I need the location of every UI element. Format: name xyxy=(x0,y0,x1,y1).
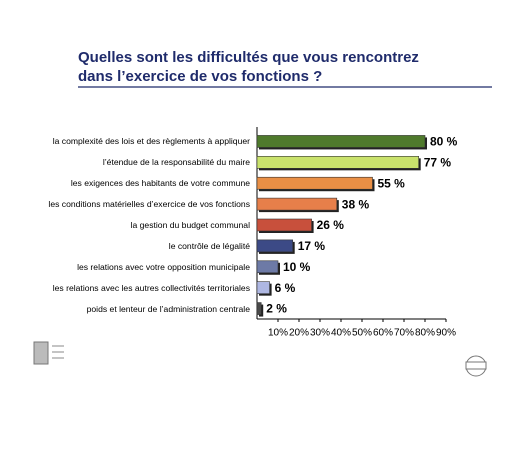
value-label: 17 % xyxy=(298,239,326,253)
logo-left xyxy=(33,341,64,365)
x-tick-label: 50% xyxy=(352,328,372,339)
category-label: les conditions matérielles d’exercice de… xyxy=(48,199,250,210)
x-tick-label: 60% xyxy=(373,328,393,339)
value-label: 80 % xyxy=(430,135,458,149)
category-label: les exigences des habitants de votre com… xyxy=(70,178,250,189)
chart-title: dans l’exercice de vos fonctions ? xyxy=(78,68,322,85)
value-label: 77 % xyxy=(424,156,452,170)
category-label: le contrôle de légalité xyxy=(168,240,250,251)
x-tick-label: 20% xyxy=(289,328,309,339)
x-tick-label: 30% xyxy=(310,328,330,339)
chart-title: Quelles sont les difficultés que vous re… xyxy=(78,49,419,66)
bar xyxy=(256,197,338,211)
value-label: 6 % xyxy=(275,281,296,295)
bar xyxy=(256,176,373,190)
x-tick-label: 40% xyxy=(331,328,351,339)
category-label: les relations avec les autres collectivi… xyxy=(52,282,250,293)
bar xyxy=(256,135,426,148)
x-tick-label: 70% xyxy=(394,328,414,339)
category-label: poids et lenteur de l’administration cen… xyxy=(86,303,250,314)
logo-right xyxy=(465,355,487,377)
value-label: 26 % xyxy=(317,218,345,232)
value-label: 2 % xyxy=(266,302,287,316)
bar xyxy=(256,239,294,253)
x-tick-label: 10% xyxy=(268,328,288,339)
bar xyxy=(256,281,270,294)
value-label: 55 % xyxy=(378,176,406,190)
x-tick-label: 90% xyxy=(436,328,456,339)
value-label: 38 % xyxy=(342,197,370,211)
bar xyxy=(256,156,419,169)
category-label: l’étendue de la responsabilité du maire xyxy=(102,157,250,168)
value-label: 10 % xyxy=(283,260,311,274)
category-label: la complexité des lois et des règlements… xyxy=(52,136,250,147)
x-tick-label: 80% xyxy=(415,328,435,339)
bar xyxy=(256,260,279,274)
bar xyxy=(256,302,262,315)
bar xyxy=(256,218,312,232)
category-label: les relations avec votre opposition muni… xyxy=(77,261,250,272)
category-label: la gestion du budget communal xyxy=(130,220,250,230)
